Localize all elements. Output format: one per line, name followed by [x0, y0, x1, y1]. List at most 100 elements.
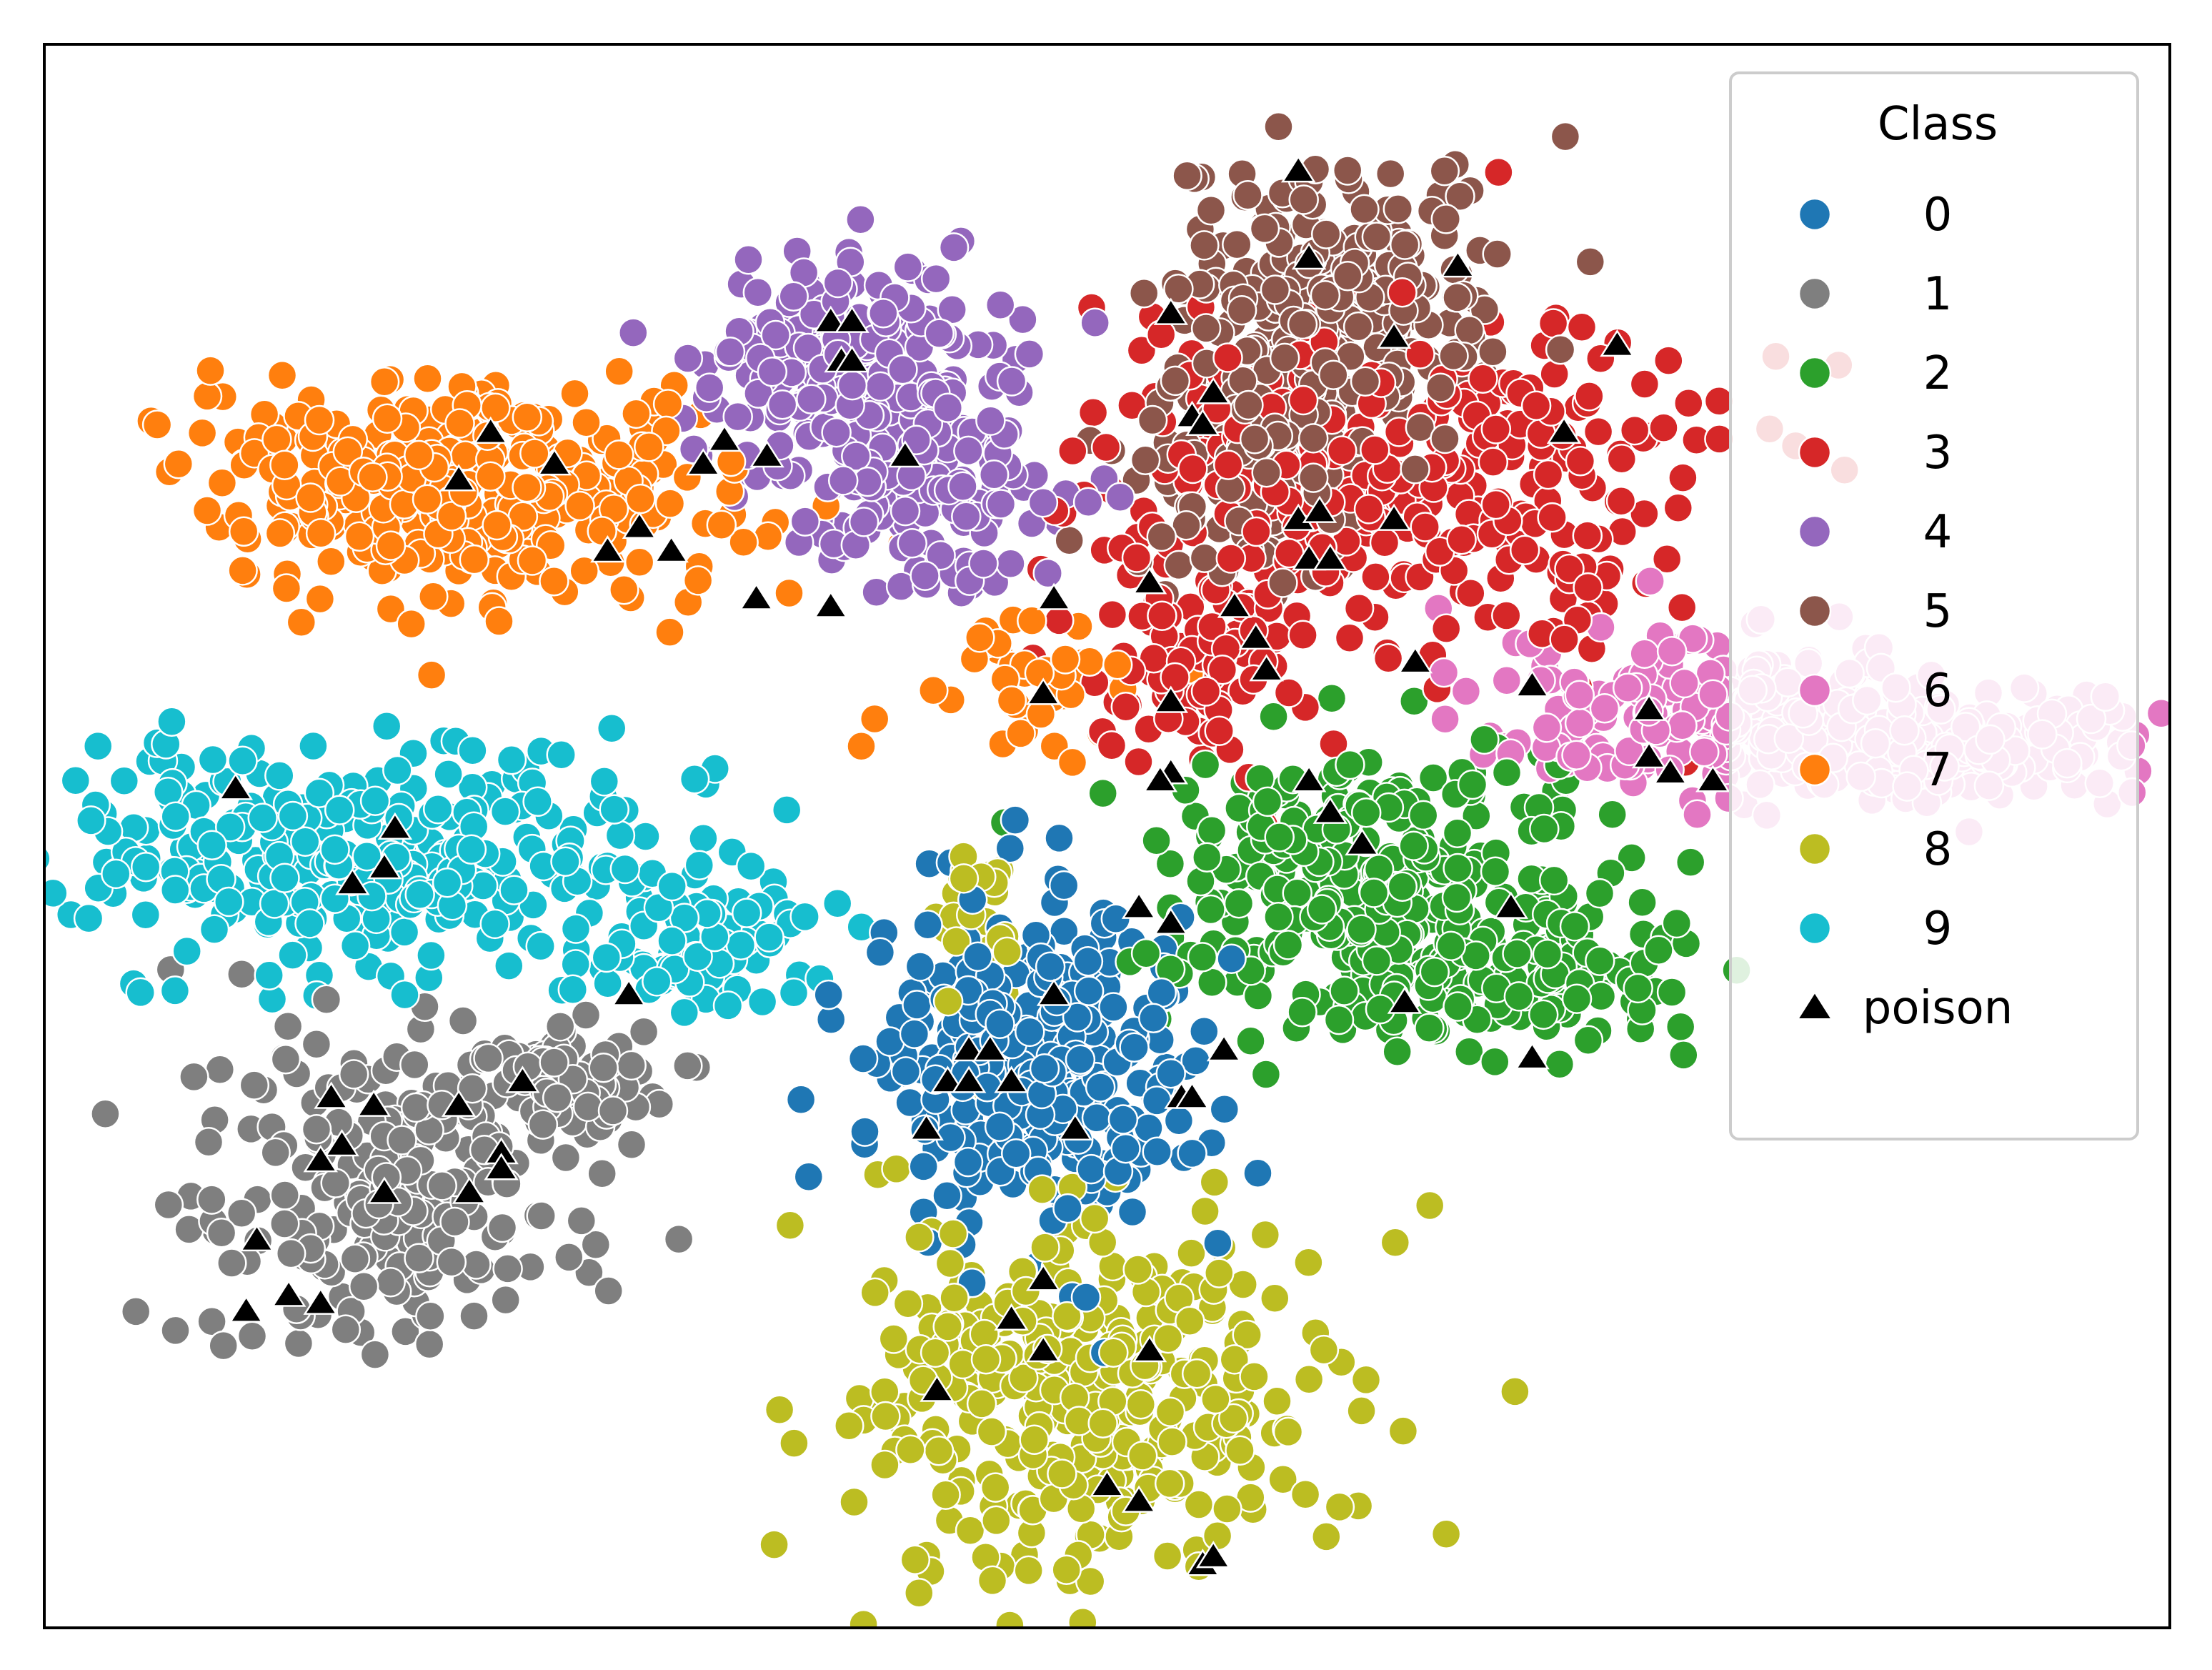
- data-point-class-3: [1057, 435, 1088, 467]
- data-point-class-3: [1177, 453, 1208, 484]
- data-point-class-8: [774, 1210, 806, 1241]
- data-point-class-4: [837, 369, 868, 401]
- data-point-class-5: [1260, 274, 1291, 305]
- data-point-class-8: [1500, 1376, 1530, 1407]
- data-point-class-7: [539, 566, 569, 597]
- data-point-class-7: [316, 546, 347, 577]
- data-point-class-7: [706, 510, 737, 540]
- data-point-class-9: [499, 875, 529, 905]
- data-point-class-7: [191, 381, 223, 412]
- data-point-class-3: [1353, 494, 1385, 525]
- data-point-class-8: [992, 936, 1022, 968]
- data-point-class-8: [1212, 1493, 1242, 1524]
- data-point-class-9: [371, 710, 402, 742]
- data-point-class-8: [1380, 1227, 1411, 1258]
- data-point-class-0: [847, 1043, 879, 1074]
- data-point-class-3: [1097, 599, 1128, 630]
- data-point-class-7: [571, 407, 602, 438]
- data-point-class-7: [654, 617, 685, 647]
- data-point-class-2: [1627, 887, 1658, 918]
- poison-point: [1153, 685, 1189, 713]
- data-point-class-8: [1122, 1254, 1153, 1285]
- data-point-class-4: [1027, 487, 1059, 518]
- legend-marker-7: [1798, 752, 1832, 787]
- data-point-class-9: [550, 846, 581, 877]
- data-point-class-8: [970, 1344, 1002, 1375]
- legend-marker-3: [1798, 435, 1832, 469]
- data-point-class-4: [841, 441, 872, 472]
- data-point-class-8: [1239, 1361, 1270, 1392]
- data-point-class-5: [1430, 423, 1460, 454]
- data-point-class-3: [1554, 553, 1585, 585]
- data-point-class-2: [1616, 843, 1647, 873]
- poison-point: [611, 978, 647, 1006]
- data-point-class-8: [932, 1311, 963, 1342]
- data-point-class-4: [975, 405, 1006, 436]
- data-point-class-2: [1643, 935, 1674, 966]
- data-point-class-7: [634, 432, 664, 462]
- data-point-class-9: [125, 977, 156, 1008]
- poison-point: [1153, 297, 1189, 325]
- data-point-class-7: [1024, 657, 1055, 689]
- data-point-class-3: [1583, 416, 1614, 447]
- poison-point: [1695, 765, 1730, 792]
- data-point-class-8: [930, 1479, 961, 1510]
- data-point-class-1: [400, 1092, 432, 1123]
- data-point-class-4: [757, 356, 788, 387]
- poison-point: [1387, 986, 1423, 1014]
- data-point-class-0: [1117, 1196, 1148, 1228]
- data-point-class-8: [1152, 1323, 1184, 1354]
- data-point-class-5: [1310, 219, 1342, 249]
- data-point-class-2: [1263, 901, 1294, 933]
- data-point-class-8: [839, 1486, 870, 1518]
- data-point-class-2: [1584, 878, 1615, 909]
- data-point-class-4: [897, 528, 927, 559]
- data-point-class-9: [657, 925, 687, 956]
- poison-point: [1312, 543, 1348, 571]
- data-point-class-0: [1062, 1002, 1093, 1033]
- data-point-class-4: [827, 465, 859, 496]
- data-point-class-2: [1197, 967, 1227, 998]
- poison-point: [441, 1089, 477, 1117]
- data-point-class-6: [1629, 638, 1660, 670]
- data-point-class-9: [496, 745, 527, 775]
- legend-label-2: 2: [1923, 347, 1953, 400]
- data-point-class-1: [597, 1095, 629, 1126]
- data-point-class-9: [589, 766, 620, 797]
- data-point-class-3: [1565, 446, 1596, 477]
- data-point-class-5: [1350, 366, 1381, 397]
- data-point-class-1: [415, 1301, 446, 1332]
- data-point-class-9: [522, 786, 553, 817]
- data-point-class-4: [920, 263, 952, 294]
- poison-point: [813, 590, 849, 618]
- data-point-class-9: [456, 834, 487, 865]
- data-point-class-6: [1531, 712, 1563, 743]
- data-point-class-1: [239, 1070, 270, 1100]
- poison-point: [1600, 329, 1635, 357]
- data-point-class-3: [1446, 524, 1477, 555]
- data-point-class-0: [1070, 1282, 1102, 1313]
- data-point-class-2: [1597, 799, 1628, 830]
- data-point-class-2: [1195, 894, 1226, 925]
- data-point-class-1: [375, 1266, 406, 1298]
- data-point-class-8: [980, 1472, 1011, 1503]
- data-point-class-9: [778, 977, 809, 1008]
- poison-point: [707, 424, 742, 452]
- data-point-class-9: [247, 802, 278, 833]
- data-point-class-1: [544, 1011, 576, 1042]
- data-point-class-2: [1502, 938, 1533, 969]
- poison-point: [218, 772, 254, 800]
- data-point-class-9: [609, 853, 641, 885]
- data-point-class-8: [759, 1529, 789, 1560]
- data-point-class-8: [1311, 1521, 1342, 1552]
- data-point-class-8: [881, 1153, 912, 1185]
- legend-label-poison: poison: [1863, 982, 2013, 1035]
- poison-point: [1036, 978, 1072, 1006]
- data-point-class-7: [484, 606, 514, 637]
- poison-point: [473, 416, 509, 444]
- data-point-class-8: [1098, 1337, 1129, 1368]
- data-point-class-4: [1014, 339, 1045, 369]
- data-point-class-2: [1544, 1048, 1575, 1080]
- data-point-class-7: [624, 547, 655, 577]
- data-point-class-8: [1225, 1435, 1255, 1466]
